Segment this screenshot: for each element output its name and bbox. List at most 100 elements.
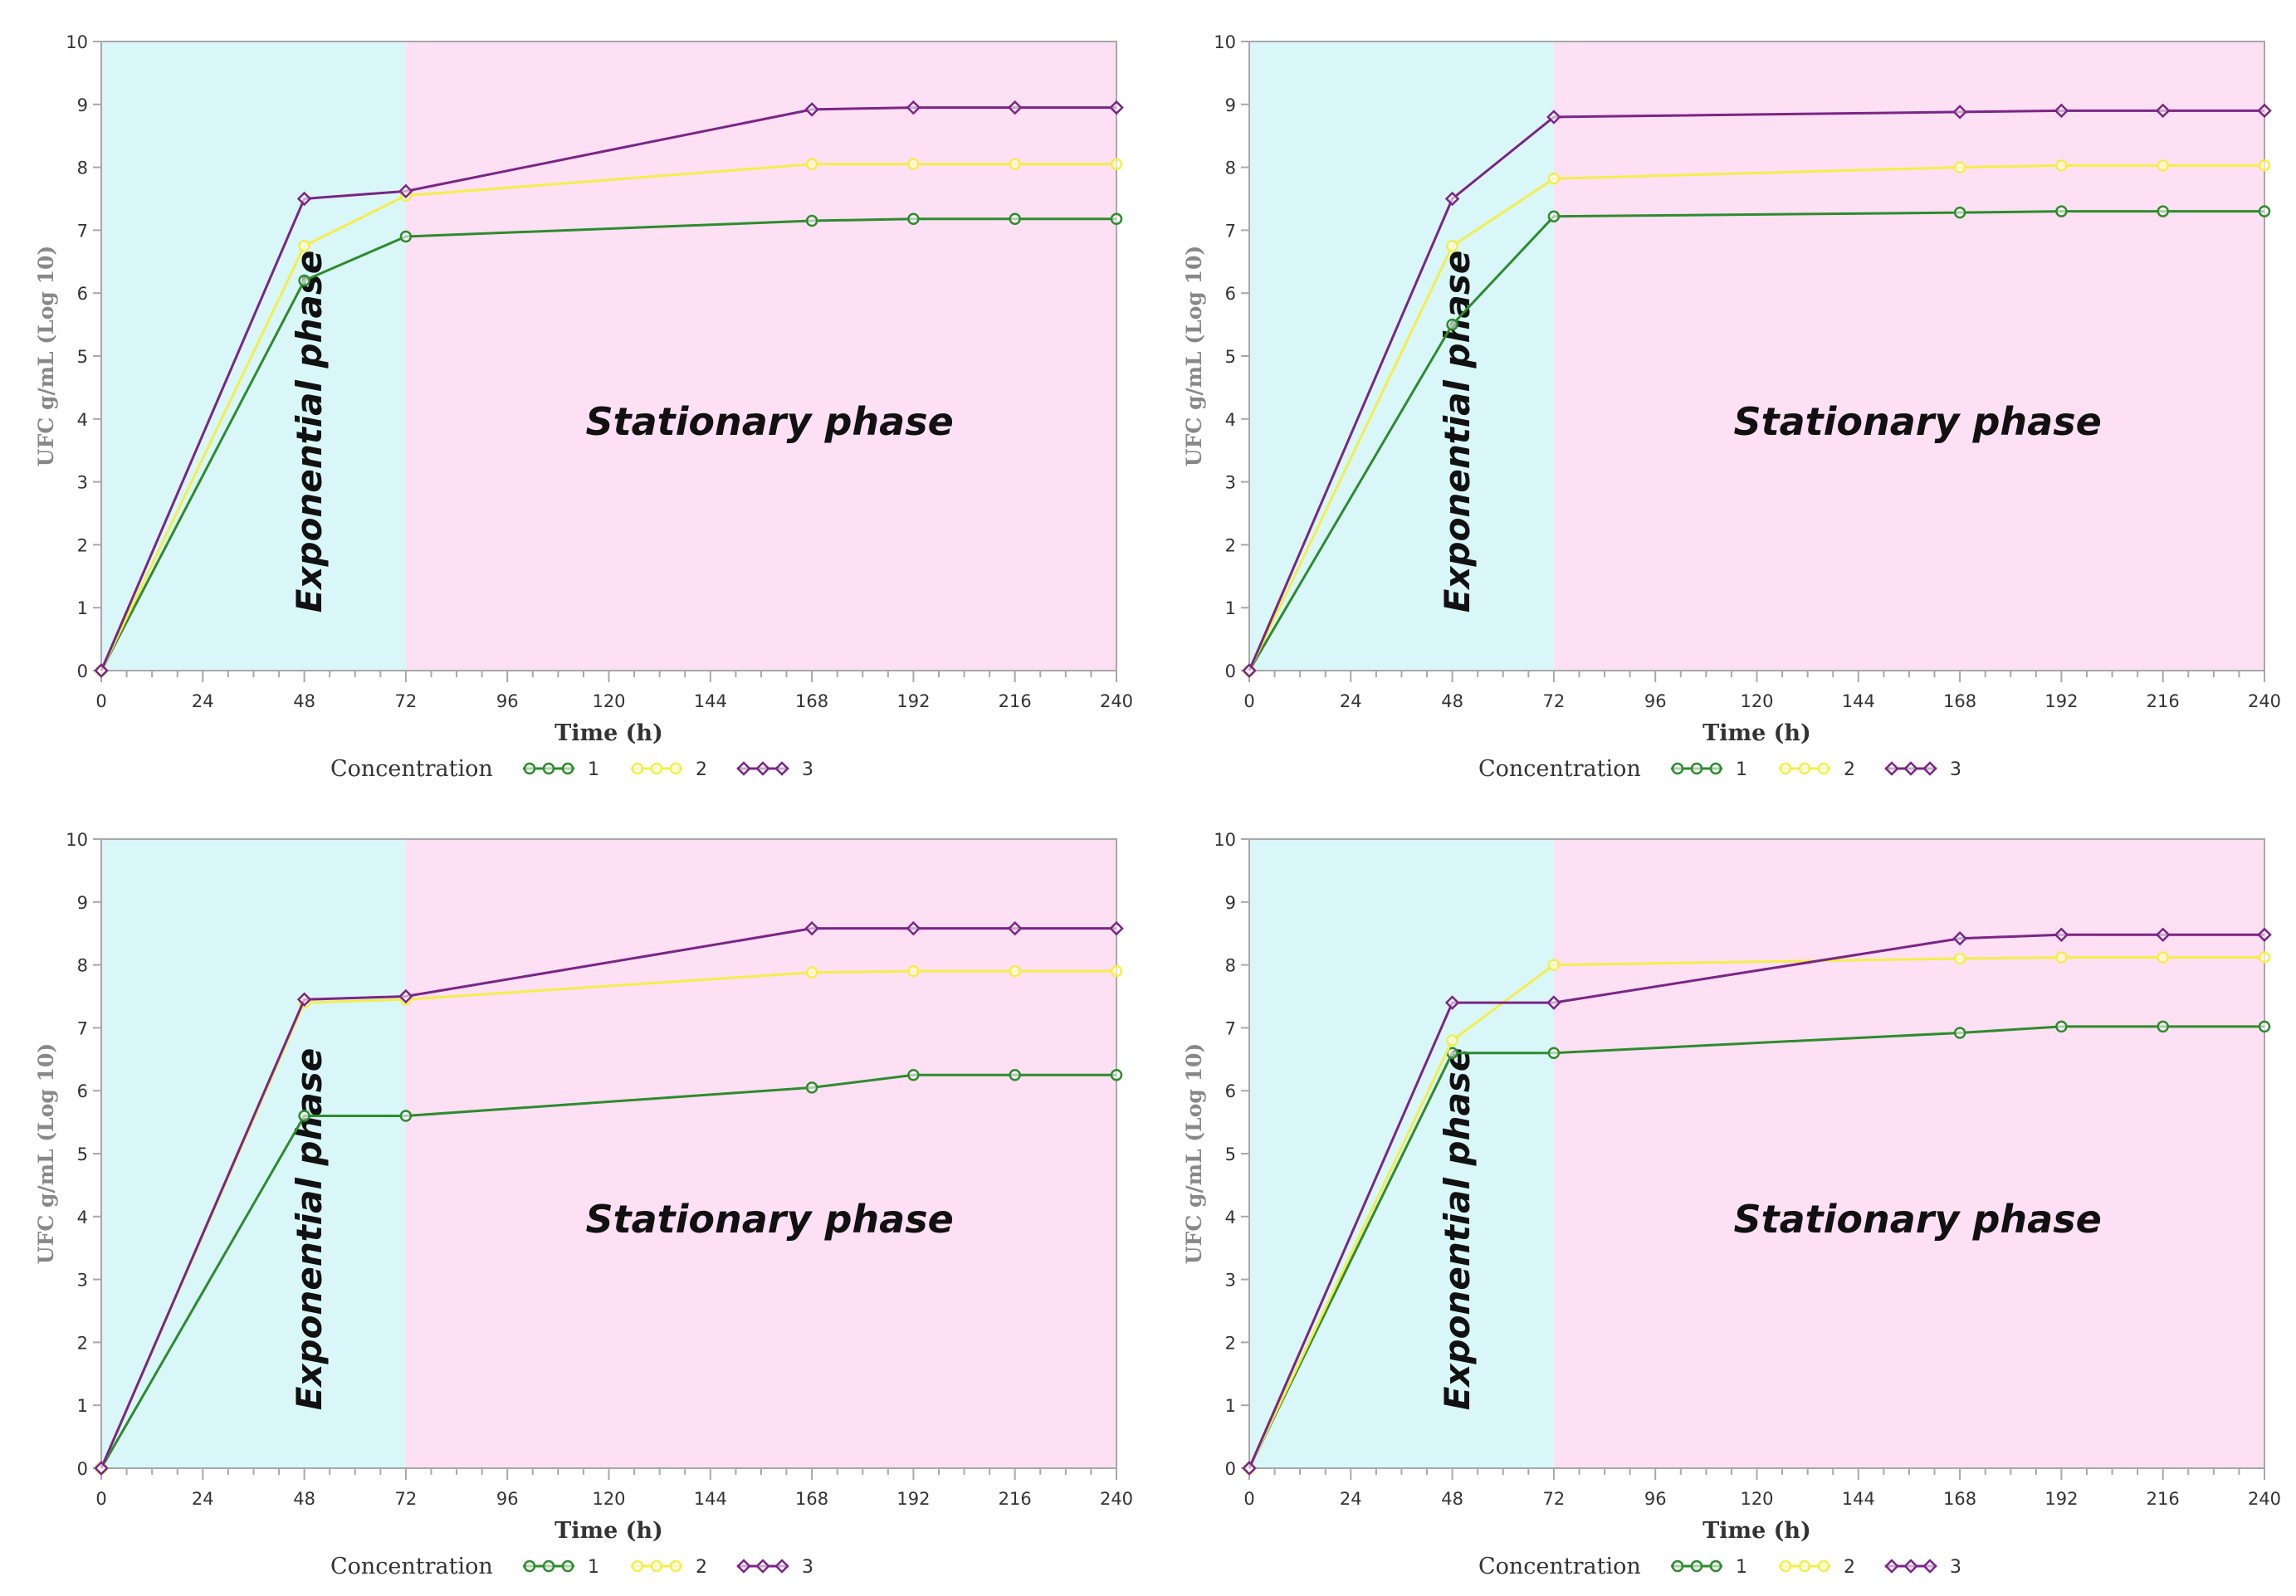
legend-item-1: 1 [523, 759, 599, 780]
legend-swatch-marker [561, 762, 574, 775]
legend-item-2: 2 [1779, 1557, 1855, 1578]
data-point [2054, 103, 2069, 119]
x-tick-label: 192 [2044, 1489, 2078, 1509]
data-point [398, 988, 413, 1004]
legend: Concentration 1 2 3 [330, 756, 813, 782]
stationary-phase-label: Stationary phase [1733, 1197, 2101, 1242]
chart-panel-2: 0 1 2 3 4 5 6 7 8 9 10 0 24 48 72 96 120 144 168 192 216 240 T… [1148, 0, 2296, 798]
data-point [1444, 191, 1460, 207]
legend-title: Concentration [1478, 756, 1641, 782]
legend-swatch-marker [1779, 1559, 1792, 1573]
y-tick-label: 8 [77, 956, 88, 976]
data-point [1110, 1069, 1123, 1081]
data-point [1007, 920, 1023, 936]
data-point [2157, 205, 2169, 217]
y-tick-label: 9 [77, 95, 88, 115]
data-point [94, 1461, 109, 1476]
legend-swatch-marker [542, 1559, 555, 1573]
x-tick-label: 24 [192, 691, 214, 711]
data-point [907, 964, 920, 978]
legend-item-3: 3 [1884, 759, 1961, 780]
y-tick-label: 1 [1225, 1396, 1236, 1416]
stationary-phase-region [1553, 839, 2264, 1468]
y-tick-label: 10 [66, 830, 88, 850]
x-tick-label: 96 [496, 691, 519, 711]
legend-swatch-marker [523, 1559, 536, 1573]
data-point [2155, 103, 2171, 119]
legend-label: 2 [1844, 759, 1855, 780]
x-tick-label: 48 [293, 1489, 315, 1509]
y-tick-label: 5 [77, 1145, 88, 1164]
legend-swatch-marker [1903, 761, 1918, 776]
data-point [399, 230, 413, 243]
x-tick-label: 216 [999, 691, 1032, 711]
data-point [1009, 212, 1021, 226]
y-axis-label: UFC g/mL (Log 10) [1182, 1043, 1206, 1264]
x-tick-label: 144 [694, 691, 727, 711]
legend-title: Concentration [1478, 1554, 1641, 1579]
legend: Concentration 1 2 3 [1478, 1554, 1961, 1579]
data-point [2258, 205, 2271, 217]
data-point [1446, 240, 1458, 252]
data-point [2157, 159, 2169, 172]
y-tick-label: 5 [77, 347, 88, 367]
data-point [2055, 1020, 2068, 1033]
x-tick-label: 48 [1441, 691, 1463, 711]
data-point [296, 191, 312, 207]
data-point [2157, 1020, 2169, 1033]
legend: Concentration 1 2 3 [1478, 756, 1961, 782]
legend-swatch-marker [1779, 762, 1792, 775]
data-point [1952, 930, 1967, 946]
legend-swatch-marker [561, 1559, 574, 1573]
data-point [298, 240, 310, 252]
y-tick-label: 6 [1225, 284, 1236, 304]
legend-swatch-marker [1884, 1559, 1899, 1574]
x-tick-label: 240 [1100, 691, 1133, 711]
legend-label: 2 [1844, 1557, 1855, 1578]
x-tick-label: 216 [2147, 1489, 2180, 1509]
data-point [1110, 964, 1123, 978]
y-tick-label: 5 [1225, 347, 1236, 367]
data-point [1446, 318, 1458, 331]
legend-item-3: 3 [1884, 1557, 1961, 1578]
data-point [1242, 1461, 1257, 1476]
series-3 [94, 920, 1124, 1476]
stationary-phase-region [405, 839, 1116, 1468]
data-point [907, 212, 920, 226]
exponential-phase-label: Exponential phase [289, 1048, 330, 1411]
data-point [907, 1069, 920, 1081]
data-point [1009, 964, 1021, 978]
x-tick-label: 96 [496, 1489, 519, 1509]
legend-label: 3 [1950, 759, 1961, 780]
y-tick-label: 3 [77, 473, 88, 493]
legend-swatch-marker [755, 761, 770, 776]
y-axis-label: UFC g/mL (Log 10) [34, 1043, 58, 1264]
data-point [2054, 927, 2069, 942]
data-point [1952, 105, 1967, 120]
legend-swatch-marker [1690, 762, 1703, 775]
data-point [907, 158, 920, 171]
x-tick-label: 240 [1100, 1489, 1133, 1509]
legend-item-3: 3 [736, 1557, 813, 1578]
x-axis-label: Time (h) [554, 720, 663, 746]
legend-swatch-marker [774, 1559, 789, 1574]
x-tick-label: 96 [1644, 691, 1667, 711]
y-tick-label: 4 [77, 1208, 88, 1228]
legend-swatch-marker [1709, 762, 1722, 775]
y-tick-label: 8 [1225, 159, 1236, 178]
y-tick-label: 8 [77, 159, 88, 178]
x-tick-label: 192 [2044, 691, 2078, 711]
y-tick-label: 10 [1214, 830, 1236, 850]
data-point [1953, 1027, 1966, 1039]
y-tick-label: 10 [1214, 32, 1236, 52]
legend-swatch-marker [669, 1559, 682, 1573]
y-tick-label: 4 [77, 410, 88, 430]
x-tick-label: 120 [592, 1489, 625, 1509]
legend-swatch-marker [631, 1559, 644, 1573]
y-tick-label: 7 [77, 1018, 88, 1038]
series-2 [1243, 159, 2271, 677]
legend-item-1: 1 [1671, 759, 1747, 780]
data-point [906, 100, 921, 115]
x-tick-label: 72 [1543, 691, 1566, 711]
data-point [2258, 951, 2271, 964]
